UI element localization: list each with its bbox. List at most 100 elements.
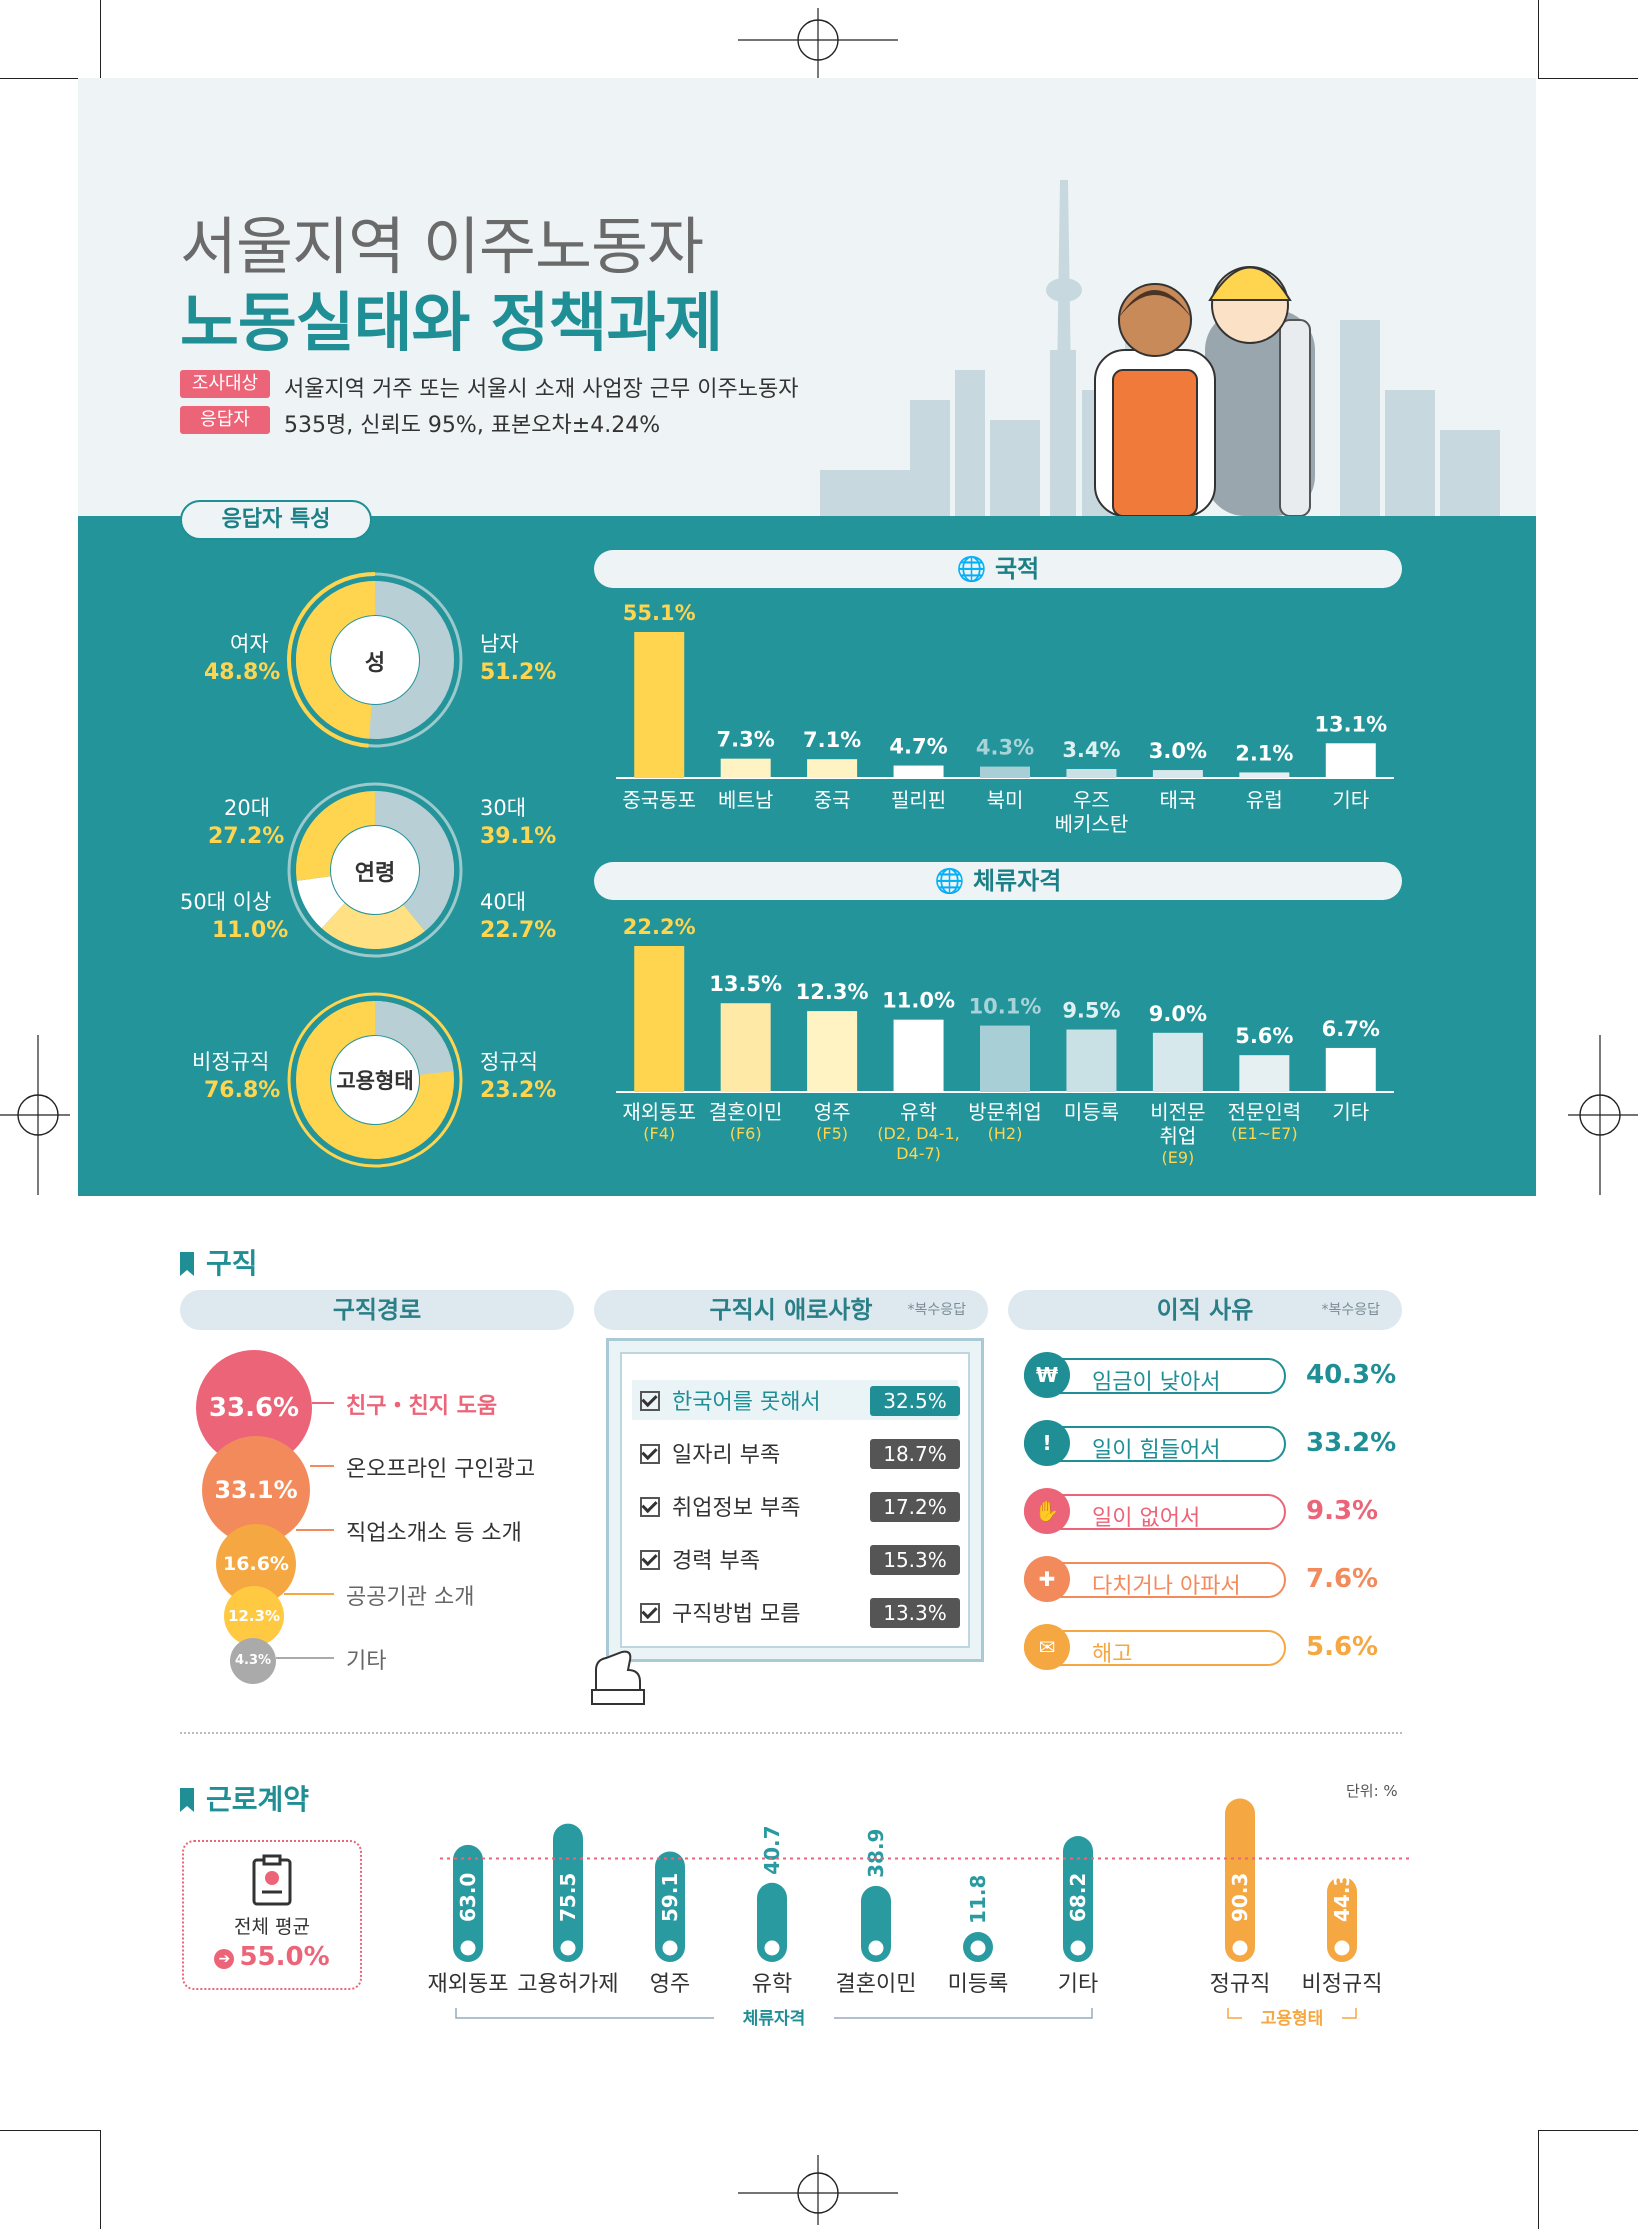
contract-bar-knob [659,1937,681,1959]
route-value: 12.3% [227,1607,281,1625]
bar-value-label: 4.3% [976,736,1034,760]
contract-bar [655,1851,685,1962]
contract-bar-value: 68.2 [1066,1873,1090,1922]
group-label-visa: 체류자격 [714,2004,834,2029]
bar-category-label: 재외동포 [622,1100,697,1124]
average-value: 55.0% [239,1942,330,1972]
job-change-value: 40.3% [1306,1360,1397,1390]
route-value: 4.3% [234,1653,272,1668]
job-change-label: 일이 없어서 [1092,1506,1201,1531]
contract-bar-value: 38.9 [864,1829,888,1878]
route-bubble-ads: 33.1% [202,1436,310,1544]
gender-female-arc [296,581,376,739]
bar [1066,1029,1117,1092]
respondent-section-label: 응답자 특성 [180,500,372,540]
route-value: 16.6% [223,1553,289,1575]
bar-value-label: 11.0% [882,989,955,1013]
job-route-header: 구직경로 [180,1290,574,1330]
crop-mark [0,78,100,79]
contract-category-label: 결혼이민 [835,1972,917,1997]
bar-category-label: 전문인력 [1227,1100,1302,1124]
hand-holding-icon [591,1650,645,1705]
contract-section-title: 근로계약 [180,1778,309,1818]
contract-bar-knob [457,1937,479,1959]
difficulty-value: 13.3% [870,1598,960,1628]
bar [980,766,1030,778]
bar-category-label: 필리핀 [890,788,947,812]
employment-irregular-label: 비정규직 [192,1050,270,1074]
contract-category-label: 영주 [649,1972,691,1997]
checkbox-icon [640,1391,660,1411]
checkbox-icon [640,1444,660,1464]
nationality-chart-header: 🌐 국적 [594,550,1402,588]
crop-mark [100,0,101,78]
age-50s-value: 11.0% [212,918,289,943]
age-donut [287,782,463,958]
age-20s-value: 27.2% [208,824,285,849]
bar-value-label: 13.1% [1314,712,1387,736]
bar-category-label: 태국 [1159,788,1197,812]
job-change-note: *복수응답 [1321,1302,1380,1318]
respondent-tag: 응답자 [180,406,270,434]
contract-category-label: 미등록 [947,1972,1009,1997]
contract-bar-value: 11.8 [966,1875,990,1924]
gender-male-value: 51.2% [480,660,557,685]
checkbox-icon [640,1550,660,1570]
contract-bar [1225,1798,1255,1962]
age-30s-arc [374,791,454,932]
bar-value-label: 7.3% [717,728,775,752]
nationality-chart-title: 국적 [995,555,1040,583]
bar [1066,768,1117,778]
bar [1239,772,1290,778]
visa-chart-title: 체류자격 [972,867,1062,895]
bar-value-label: 6.7% [1322,1017,1380,1041]
target-text: 서울지역 거주 또는 서울시 소재 사업장 근무 이주노동자 [284,377,799,402]
registration-mark [738,8,898,78]
crop-mark [1538,2130,1638,2131]
bar [720,758,771,778]
route-value: 33.1% [214,1476,298,1504]
bar-value-label: 3.0% [1149,739,1207,763]
bar-subcategory-label: (F5) [816,1124,849,1143]
job-change-row: ₩ 임금이 낮아서 40.3% [1024,1352,1396,1398]
gender-female-value: 48.8% [204,660,281,685]
difficulty-value: 18.7% [870,1439,960,1469]
respondent-text: 535명, 신뢰도 95%, 표본오차±4.24% [284,413,661,438]
job-change-value: 7.6% [1306,1564,1379,1594]
checkbox-icon [640,1497,660,1517]
won-icon: ₩ [1024,1352,1070,1398]
contract-bar-knob [1229,1937,1251,1959]
difficulty-value: 32.5% [870,1386,960,1416]
gender-center-label: 성 [364,651,386,676]
bar [634,946,685,1092]
employment-regular-label: 정규직 [480,1050,538,1074]
bar-subcategory-label: (E9) [1161,1148,1195,1167]
job-change-title: 이직 사유 [1156,1296,1254,1324]
job-difficulty-title: 구직시 애로사항 [709,1296,873,1324]
bar-category-label: 베트남 [718,788,774,812]
route-connector [310,1465,334,1467]
contract-bar-value: 44.3 [1330,1873,1354,1922]
bar-subcategory-label: (F6) [729,1124,762,1143]
bar-category-label: 방문취업 [968,1100,1042,1124]
bar-value-label: 12.3% [796,980,869,1004]
bar [634,632,685,778]
crop-mark [0,2130,100,2131]
clipboard-check-icon [252,1854,292,1906]
bar [1152,770,1203,778]
route-value: 33.6% [208,1393,300,1423]
job-change-label: 다치거나 아파서 [1092,1574,1241,1599]
difficulty-value: 17.2% [870,1492,960,1522]
difficulty-label: 경력 부족 [672,1549,760,1574]
age-20s-arc [296,791,376,881]
age-20s-label: 20대 [224,796,271,820]
bar [807,1011,858,1092]
bar-category-label: 북미 [986,788,1024,812]
job-change-row: ✉ 해고 5.6% [1024,1624,1378,1670]
route-connector [296,1529,334,1531]
contract-bar-knob [1067,1937,1089,1959]
bar-value-label: 7.1% [803,728,861,752]
contract-section-label: 근로계약 [206,1783,310,1816]
employment-donut [287,992,463,1168]
job-change-label: 일이 힘들어서 [1092,1438,1221,1463]
